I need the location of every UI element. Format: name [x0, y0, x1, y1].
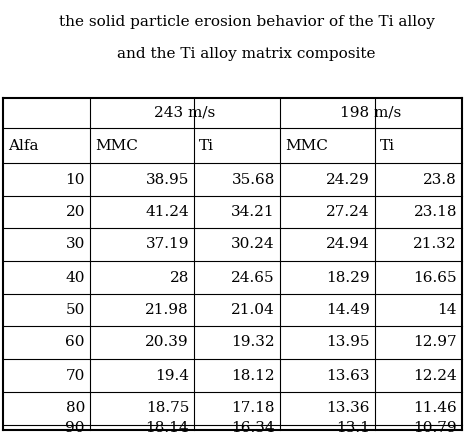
Text: 17.18: 17.18	[231, 401, 275, 415]
Text: 80: 80	[65, 401, 85, 415]
Text: 11.46: 11.46	[413, 401, 457, 415]
Text: 35.68: 35.68	[232, 172, 275, 187]
Text: 13.36: 13.36	[327, 401, 370, 415]
Text: 12.97: 12.97	[413, 335, 457, 349]
Text: 23.18: 23.18	[413, 205, 457, 219]
Text: 13.1: 13.1	[336, 421, 370, 434]
Text: 40: 40	[65, 270, 85, 285]
Text: 18.75: 18.75	[146, 401, 189, 415]
Text: 90: 90	[65, 421, 85, 434]
Text: 30.24: 30.24	[231, 237, 275, 251]
Text: 18.29: 18.29	[327, 270, 370, 285]
Text: 10.79: 10.79	[413, 421, 457, 434]
Text: 13.95: 13.95	[327, 335, 370, 349]
Text: 19.4: 19.4	[155, 368, 189, 382]
Text: 20: 20	[65, 205, 85, 219]
Text: 60: 60	[65, 335, 85, 349]
Text: 41.24: 41.24	[145, 205, 189, 219]
Text: 16.65: 16.65	[413, 270, 457, 285]
Text: 18.12: 18.12	[231, 368, 275, 382]
Text: 10: 10	[65, 172, 85, 187]
Text: 24.65: 24.65	[231, 270, 275, 285]
Text: 37.19: 37.19	[146, 237, 189, 251]
Text: Ti: Ti	[199, 138, 214, 152]
Text: 34.21: 34.21	[231, 205, 275, 219]
Text: 19.32: 19.32	[231, 335, 275, 349]
Text: MMC: MMC	[95, 138, 138, 152]
Text: 24.94: 24.94	[326, 237, 370, 251]
Text: 18.14: 18.14	[146, 421, 189, 434]
Text: 21.32: 21.32	[413, 237, 457, 251]
Text: 27.24: 27.24	[327, 205, 370, 219]
Text: 13.63: 13.63	[327, 368, 370, 382]
Text: 198 m/s: 198 m/s	[340, 106, 401, 120]
Text: 30: 30	[65, 237, 85, 251]
Text: 243 m/s: 243 m/s	[155, 106, 216, 120]
Text: 21.98: 21.98	[146, 303, 189, 317]
Text: Alfa: Alfa	[8, 138, 38, 152]
Text: 14.49: 14.49	[326, 303, 370, 317]
Text: Ti: Ti	[380, 138, 395, 152]
Text: 20.39: 20.39	[146, 335, 189, 349]
Text: and the Ti alloy matrix composite: and the Ti alloy matrix composite	[117, 47, 376, 61]
Text: 14: 14	[438, 303, 457, 317]
Text: 12.24: 12.24	[413, 368, 457, 382]
Text: 28: 28	[170, 270, 189, 285]
Text: 16.34: 16.34	[231, 421, 275, 434]
Text: MMC: MMC	[285, 138, 328, 152]
Text: 70: 70	[65, 368, 85, 382]
Text: 23.8: 23.8	[423, 172, 457, 187]
Text: 24.29: 24.29	[326, 172, 370, 187]
Text: 38.95: 38.95	[146, 172, 189, 187]
Text: 50: 50	[65, 303, 85, 317]
Text: the solid particle erosion behavior of the Ti alloy: the solid particle erosion behavior of t…	[59, 15, 434, 29]
Text: 21.04: 21.04	[231, 303, 275, 317]
